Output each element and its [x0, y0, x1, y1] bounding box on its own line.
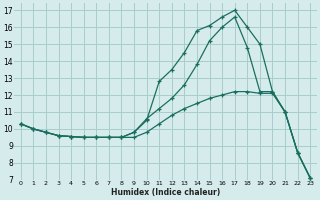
- X-axis label: Humidex (Indice chaleur): Humidex (Indice chaleur): [111, 188, 220, 197]
